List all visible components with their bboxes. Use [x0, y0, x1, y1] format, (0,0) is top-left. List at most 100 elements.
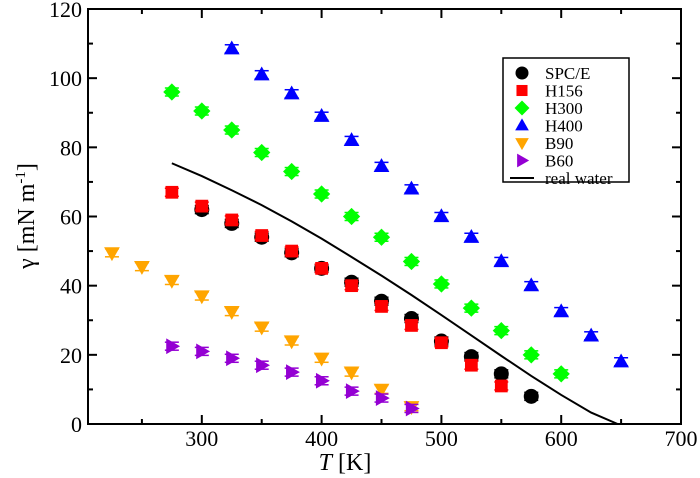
data-point [315, 372, 330, 389]
data-point [494, 379, 508, 393]
data-point [256, 357, 270, 374]
series-spc-e [194, 202, 539, 404]
series-h400 [223, 40, 629, 368]
data-point [253, 321, 270, 336]
data-point [345, 383, 360, 400]
series-h156 [164, 185, 509, 393]
x-axis-symbol: T [319, 450, 334, 476]
legend-marker [515, 118, 529, 131]
data-point [343, 132, 360, 147]
x-axis-title: T [K] [319, 450, 372, 476]
series-real-water [171, 162, 619, 425]
data-point [223, 305, 240, 320]
data-point [283, 335, 300, 350]
legend-item: H300 [514, 99, 583, 118]
plot-marks [104, 40, 629, 425]
data-point [195, 199, 209, 213]
legend-item: H400 [515, 117, 583, 136]
data-point [493, 366, 509, 382]
data-point [432, 275, 451, 293]
data-point [223, 121, 241, 139]
y-tick-label: 60 [60, 205, 82, 230]
data-point [464, 358, 478, 372]
data-point [463, 229, 480, 243]
x-tick-label: 700 [665, 426, 698, 451]
y-axis-title-sup: -1 [13, 171, 29, 184]
data-point [286, 364, 300, 380]
data-point [523, 388, 539, 404]
data-point [403, 180, 420, 195]
axes [87, 8, 682, 425]
data-point [104, 247, 120, 262]
legend-label: H400 [545, 117, 583, 136]
data-point [163, 274, 180, 289]
data-point [613, 353, 629, 368]
legend-marker [514, 100, 530, 116]
data-point [523, 277, 540, 292]
legend-label: H156 [545, 82, 583, 101]
data-point [226, 350, 241, 367]
data-point [312, 185, 331, 203]
data-point [255, 229, 269, 242]
data-point [163, 83, 181, 101]
legend-item: H156 [516, 82, 583, 101]
data-point [583, 327, 600, 342]
data-point [552, 365, 570, 383]
data-point [225, 213, 239, 227]
data-point [223, 40, 240, 55]
tick-labels: 300 400 500 600 700 0 20 40 60 80 100 120 [49, 0, 698, 451]
y-tick-label: 100 [49, 66, 82, 91]
legend-item: real water [510, 169, 613, 188]
series-b90 [104, 247, 420, 415]
data-point [283, 162, 301, 181]
legend-label: B90 [545, 134, 573, 153]
data-point [435, 336, 448, 350]
y-tick-label: 0 [71, 412, 82, 437]
legend-marker [515, 66, 529, 80]
data-point [166, 338, 181, 355]
x-axis-unit: [K] [338, 450, 371, 476]
data-point [492, 322, 510, 340]
data-point [522, 346, 540, 364]
legend-marker [516, 84, 528, 97]
legend-item: SPC/E [515, 64, 590, 83]
x-tick-label: 600 [545, 426, 578, 451]
data-point [462, 299, 480, 317]
data-point [315, 262, 328, 275]
data-point [343, 366, 360, 381]
data-point [342, 207, 361, 226]
data-point [253, 66, 270, 81]
series-h300 [163, 83, 570, 383]
y-axis-title-close: ] [14, 163, 40, 171]
data-point [373, 158, 390, 172]
data-point [433, 208, 450, 223]
data-point [283, 85, 300, 100]
legend-label: SPC/E [545, 64, 590, 83]
legend-marker [515, 138, 529, 151]
legend-label: B60 [545, 152, 573, 171]
data-point [285, 244, 299, 258]
data-point [196, 343, 211, 360]
y-tick-label: 120 [49, 0, 82, 22]
y-axis-title: γ [mN m-1] [13, 163, 40, 270]
legend-item: B90 [515, 134, 573, 153]
real-water-line [171, 162, 619, 425]
x-tick-label: 400 [305, 426, 338, 451]
data-point [134, 261, 150, 275]
legend-label: H300 [545, 99, 583, 118]
data-point [313, 352, 330, 367]
y-tick-label: 40 [60, 274, 82, 299]
data-point [553, 303, 570, 318]
data-point [253, 143, 271, 162]
data-point [193, 102, 211, 120]
y-tick-label: 20 [60, 343, 82, 368]
data-point [493, 253, 510, 268]
y-axis-title-main: γ [mN m [14, 183, 40, 270]
legend-label: real water [545, 169, 613, 188]
data-point [402, 252, 421, 271]
data-point [345, 279, 358, 293]
x-tick-label: 300 [185, 426, 218, 451]
y-tick-label: 80 [60, 135, 82, 160]
